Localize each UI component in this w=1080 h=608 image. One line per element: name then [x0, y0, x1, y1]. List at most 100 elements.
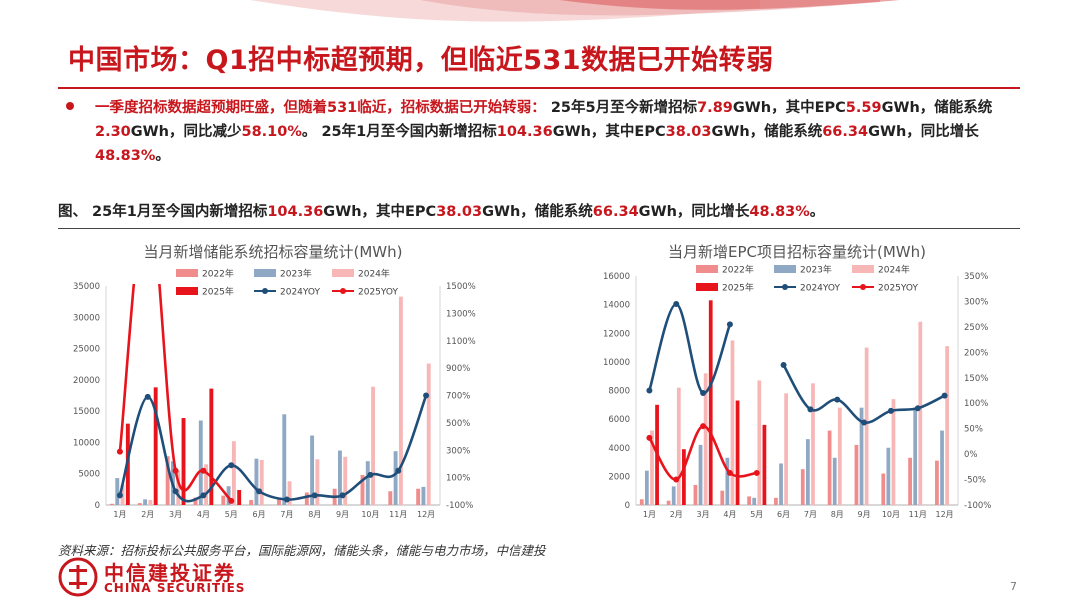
line-2025YOY	[648, 424, 757, 481]
bar-2023年	[226, 486, 231, 505]
bar-2023年	[886, 447, 891, 505]
highlight-text: 66.34	[592, 204, 639, 220]
y2-tick-label: 1300%	[446, 309, 476, 319]
legend-swatch-2022年	[176, 269, 198, 277]
legend-label: 2025年	[722, 282, 754, 294]
bar-2022年	[881, 473, 886, 505]
legend-swatch-2024年	[852, 265, 874, 273]
epc-tender-chart: 当月新增EPC项目招标容量统计(MWh) 0 2000 4000 6000 8000 100…	[603, 243, 991, 519]
x-tick-label: 6月	[777, 510, 790, 519]
logo-text-en: CHINA SECURITIES	[104, 581, 246, 595]
text-segment: GWh，其中EPC	[552, 124, 666, 140]
legend-label: 2024年	[878, 264, 910, 276]
bar-2022年	[277, 498, 281, 505]
x-tick-label: 5月	[750, 510, 763, 519]
y2-tick-label: 300%	[964, 297, 988, 307]
x-tick-label: 5月	[225, 510, 238, 519]
y2-tick-label: 700%	[446, 392, 470, 402]
bar-2024年	[918, 321, 923, 505]
y2-tick-label: 500%	[446, 419, 470, 429]
bar-2022年	[416, 488, 421, 505]
y-tick-label: 2000	[608, 472, 630, 482]
highlight-text: 58.10%	[241, 124, 302, 140]
y2-tick-label: 200%	[964, 348, 988, 358]
point-2024YOY	[861, 419, 868, 426]
point-2024YOY	[834, 396, 841, 403]
y2-tick-label: 100%	[446, 474, 470, 484]
point-2024YOY	[646, 387, 653, 394]
y-tick-label: 14000	[603, 301, 630, 311]
point-2024YOY	[700, 390, 707, 397]
bar-2023年	[282, 414, 287, 505]
point-2025YOY	[172, 467, 179, 474]
point-2025YOY	[753, 469, 760, 476]
y2-tick-label: 900%	[446, 364, 470, 374]
highlight-text: 104.36	[267, 204, 324, 220]
lines-group	[116, 284, 430, 504]
y2-tick-label: 100%	[964, 399, 988, 409]
bar-2023年	[644, 470, 649, 505]
legend-label: 2022年	[722, 264, 754, 276]
bar-2022年	[666, 500, 671, 505]
point-2024YOY	[673, 300, 680, 307]
bar-2024年	[315, 459, 320, 505]
highlight-text: 48.83%	[749, 204, 810, 220]
bar-2024年	[891, 399, 896, 505]
legend-marker-2025YOY	[340, 288, 346, 294]
highlight-text: 66.34	[822, 124, 869, 140]
text-segment: GWh，储能系统	[881, 100, 993, 116]
bar-2022年	[165, 456, 170, 505]
legend-label: 2024YOY	[800, 284, 841, 294]
point-2025YOY	[726, 469, 733, 476]
y-tick-label: 0	[95, 501, 100, 511]
y-tick-label: 4000	[608, 444, 630, 454]
bar-2023年	[198, 420, 203, 505]
figure-caption: 图、 25年1月至今国内新增招标104.36GWh，其中EPC38.03GWh，…	[58, 200, 824, 221]
bar-2024年	[811, 383, 815, 505]
y-tick-label: 0	[625, 501, 630, 511]
y-tick-label: 5000	[78, 470, 100, 480]
bar-2023年	[725, 457, 730, 505]
bar-2025年	[181, 418, 186, 505]
x-tick-label: 6月	[253, 510, 266, 519]
top-decoration	[250, 0, 900, 22]
bar-2023年	[393, 451, 398, 505]
x-tick-label: 7月	[804, 510, 817, 519]
y-tick-label: 20000	[73, 376, 100, 386]
bar-2024年	[730, 340, 735, 505]
highlight-text: 2.30	[95, 124, 131, 140]
bar-2024年	[204, 464, 209, 505]
point-2024YOY	[200, 492, 207, 499]
x-tick-label: 11月	[389, 510, 407, 519]
bar-2023年	[913, 407, 918, 505]
point-2024YOY	[116, 492, 123, 499]
bar-2022年	[388, 491, 393, 505]
bar-2022年	[908, 457, 912, 505]
lines-group	[646, 300, 948, 483]
bar-2022年	[854, 444, 859, 505]
bar-2023年	[337, 450, 342, 505]
legend-label: 2024年	[358, 268, 390, 280]
text-segment: 25年5月至今新增招标	[545, 100, 698, 116]
bar-2023年	[859, 407, 864, 505]
bar-2024年	[650, 430, 654, 505]
x-tick-label: 3月	[169, 510, 182, 519]
bar-2022年	[935, 460, 939, 505]
x-tick-label: 9月	[336, 510, 349, 519]
bar-2023年	[671, 486, 676, 505]
legend-marker-2024YOY	[782, 284, 788, 290]
legend-swatch-2022年	[696, 265, 718, 273]
legend-swatch-2025年	[176, 287, 198, 295]
bar-2022年	[304, 492, 309, 505]
highlight-text: 一季度招标数据超预期旺盛，但随着531临近，招标数据已开始转弱：	[95, 100, 546, 116]
point-2024YOY	[807, 406, 814, 413]
x-tick-label: 4月	[723, 510, 736, 519]
bar-2022年	[827, 430, 832, 505]
bar-2025年	[682, 449, 686, 505]
bar-2023年	[143, 499, 148, 505]
text-segment: GWh，其中EPC	[323, 204, 437, 220]
bar-2024年	[343, 456, 348, 505]
bar-2024年	[426, 363, 431, 505]
bullet-icon	[66, 102, 74, 110]
bar-2023年	[805, 439, 810, 505]
